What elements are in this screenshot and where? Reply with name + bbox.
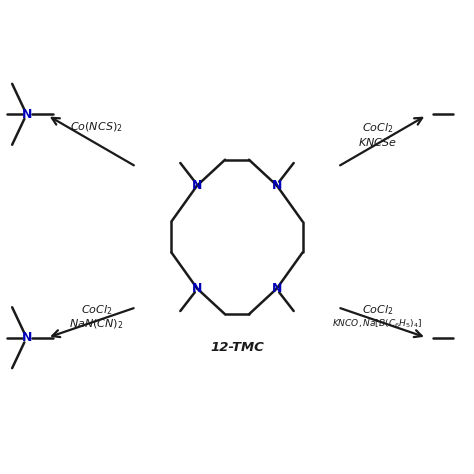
Text: N: N: [192, 282, 202, 295]
Text: N: N: [22, 108, 32, 121]
Text: $KNCSe$: $KNCSe$: [358, 137, 397, 148]
Text: N: N: [192, 179, 202, 192]
Text: $CoCl_2$: $CoCl_2$: [81, 303, 112, 317]
Text: $NaN(CN)_2$: $NaN(CN)_2$: [69, 318, 124, 331]
Text: 12-TMC: 12-TMC: [210, 341, 264, 354]
Text: $CoCl_2$: $CoCl_2$: [362, 121, 393, 136]
Text: $CoCl_2$: $CoCl_2$: [362, 303, 393, 317]
Text: $KNCO, Na[B(C_6H_5)_4]$: $KNCO, Na[B(C_6H_5)_4]$: [332, 318, 423, 330]
Text: N: N: [272, 282, 282, 295]
Text: N: N: [272, 179, 282, 192]
Text: $Co(NCS)_2$: $Co(NCS)_2$: [70, 120, 123, 134]
Text: N: N: [22, 331, 32, 344]
